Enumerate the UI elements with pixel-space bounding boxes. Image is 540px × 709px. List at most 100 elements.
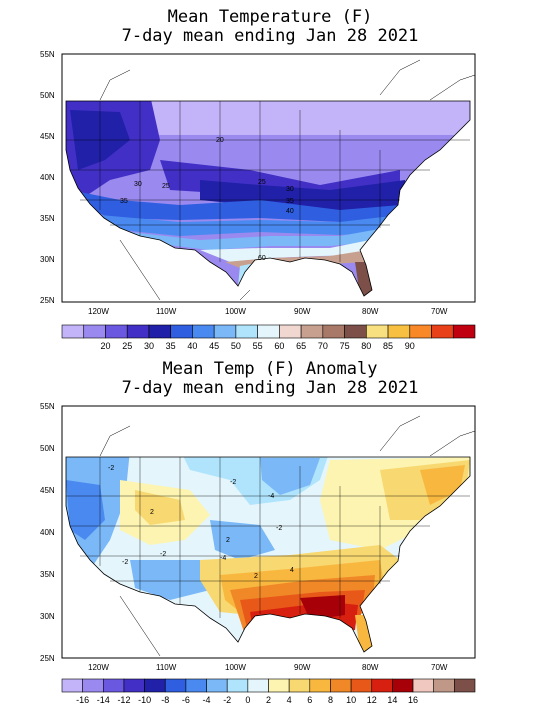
contour-label: 40 bbox=[286, 208, 294, 215]
colorbar-label: -4 bbox=[203, 695, 211, 705]
colorbar-swatch bbox=[226, 678, 249, 693]
colorbar-swatch bbox=[83, 324, 106, 339]
colorbar-label: -2 bbox=[223, 695, 231, 705]
panel1-map: 55N 50N 45N 40N 35N 30N 25N 120W 110W 10… bbox=[40, 50, 476, 351]
panel1-neighbor-coast bbox=[99, 59, 476, 301]
colorbar-label: 70 bbox=[318, 341, 328, 351]
colorbar-swatch bbox=[105, 324, 128, 339]
colorbar-swatch bbox=[350, 678, 373, 693]
lat-tick: 50N bbox=[40, 444, 55, 453]
contour-label: 25 bbox=[258, 179, 266, 186]
contour-label: 30 bbox=[286, 186, 294, 193]
lon-tick: 80W bbox=[362, 307, 379, 316]
colorbar-label: 10 bbox=[346, 695, 356, 705]
contour-label: 2 bbox=[254, 573, 258, 580]
lat-tick: 30N bbox=[40, 255, 55, 264]
contour-label: 2 bbox=[150, 509, 154, 516]
panel1-lat-ticks: 55N 50N 45N 40N 35N 30N 25N bbox=[40, 50, 55, 305]
colorbar-swatch bbox=[322, 324, 345, 339]
colorbar-swatch bbox=[452, 324, 476, 339]
contour-label: 35 bbox=[120, 198, 128, 205]
colorbar-label: 45 bbox=[209, 341, 219, 351]
lat-tick: 55N bbox=[40, 50, 55, 59]
lon-tick: 70W bbox=[431, 307, 448, 316]
colorbar-swatch bbox=[300, 324, 324, 339]
panel2-title: Mean Temp (F) Anomaly bbox=[162, 359, 378, 379]
colorbar-swatch bbox=[213, 324, 237, 339]
panel2-contour-labels: -2 -2 -4 2 2 -2 -4 -2 2 4 -2 bbox=[108, 465, 294, 580]
panel2-lon-ticks: 120W 110W 100W 90W 80W 70W bbox=[88, 663, 448, 672]
colorbar-swatch bbox=[392, 678, 414, 693]
colorbar-label: -6 bbox=[182, 695, 190, 705]
lat-tick: 35N bbox=[40, 214, 55, 223]
panel2-neighbor-coast bbox=[99, 415, 476, 657]
colorbar-label: 30 bbox=[144, 341, 154, 351]
colorbar-swatch bbox=[344, 324, 367, 339]
colorbar-swatch bbox=[126, 324, 150, 339]
colorbar-label: 40 bbox=[187, 341, 197, 351]
colorbar-swatch bbox=[371, 678, 393, 693]
colorbar-swatch bbox=[268, 678, 290, 693]
contour-label: -2 bbox=[108, 465, 114, 472]
colorbar-label: -8 bbox=[161, 695, 169, 705]
colorbar-swatch bbox=[82, 678, 104, 693]
colorbar-swatch bbox=[144, 678, 166, 693]
panel1-title: Mean Temperature (F) bbox=[167, 7, 373, 27]
contour-label: 60 bbox=[258, 255, 266, 262]
lat-tick: 55N bbox=[40, 402, 55, 411]
colorbar-label: 14 bbox=[387, 695, 397, 705]
panel2-anomaly-field bbox=[66, 457, 470, 652]
colorbar-swatch bbox=[61, 324, 85, 339]
colorbar-swatch bbox=[330, 678, 352, 693]
colorbar-label: -10 bbox=[138, 695, 151, 705]
colorbar-swatch bbox=[103, 678, 125, 693]
colorbar-swatch bbox=[409, 324, 432, 339]
lat-tick: 50N bbox=[40, 91, 55, 100]
colorbar-swatch bbox=[164, 678, 187, 693]
colorbar-label: 90 bbox=[405, 341, 415, 351]
colorbar-label: 8 bbox=[328, 695, 333, 705]
colorbar-swatch bbox=[170, 324, 193, 339]
lon-tick: 70W bbox=[431, 663, 448, 672]
contour-label: -2 bbox=[122, 559, 128, 566]
contour-label: 30 bbox=[134, 181, 142, 188]
colorbar-swatch bbox=[148, 324, 171, 339]
contour-label: 25 bbox=[162, 183, 170, 190]
lon-tick: 120W bbox=[88, 307, 109, 316]
colorbar-swatch bbox=[61, 678, 83, 693]
lat-tick: 25N bbox=[40, 296, 55, 305]
panel2-us-outline bbox=[65, 456, 471, 653]
colorbar-swatch bbox=[206, 678, 228, 693]
colorbar-label: 55 bbox=[253, 341, 263, 351]
lat-tick: 30N bbox=[40, 612, 55, 621]
panel1-colorbar: 20 25 30 35 40 45 50 55 60 65 70 75 80 85 90 bbox=[61, 324, 476, 351]
contour-label: -2 bbox=[230, 479, 236, 486]
lat-tick: 40N bbox=[40, 528, 55, 537]
colorbar-label: 65 bbox=[296, 341, 306, 351]
lat-tick: 25N bbox=[40, 654, 55, 663]
colorbar-label: 16 bbox=[408, 695, 418, 705]
colorbar-swatch bbox=[433, 678, 455, 693]
panel2-map: 55N 50N 45N 40N 35N 30N 25N 120W 110W 10… bbox=[40, 402, 476, 705]
colorbar-swatch bbox=[185, 678, 207, 693]
lon-tick: 90W bbox=[294, 663, 311, 672]
colorbar-label: 75 bbox=[340, 341, 350, 351]
colorbar-swatch bbox=[288, 678, 311, 693]
colorbar-swatch bbox=[257, 324, 280, 339]
colorbar-swatch bbox=[387, 324, 411, 339]
panel1-contour-labels: 20 30 25 25 35 30 35 40 60 bbox=[120, 137, 294, 262]
colorbar-swatch bbox=[431, 324, 454, 339]
panel2-lat-ticks: 55N 50N 45N 40N 35N 30N 25N bbox=[40, 402, 55, 663]
contour-label: 20 bbox=[216, 137, 224, 144]
contour-label: -4 bbox=[220, 555, 226, 562]
colorbar-swatch bbox=[235, 324, 258, 339]
colorbar-swatch bbox=[247, 678, 269, 693]
contour-label: 35 bbox=[286, 198, 294, 205]
colorbar-swatch bbox=[366, 324, 389, 339]
colorbar-label: -14 bbox=[97, 695, 110, 705]
colorbar-swatch bbox=[279, 324, 302, 339]
colorbar-label: 0 bbox=[245, 695, 250, 705]
colorbar-label: 50 bbox=[231, 341, 241, 351]
lon-tick: 80W bbox=[362, 663, 379, 672]
colorbar-label: -12 bbox=[117, 695, 130, 705]
